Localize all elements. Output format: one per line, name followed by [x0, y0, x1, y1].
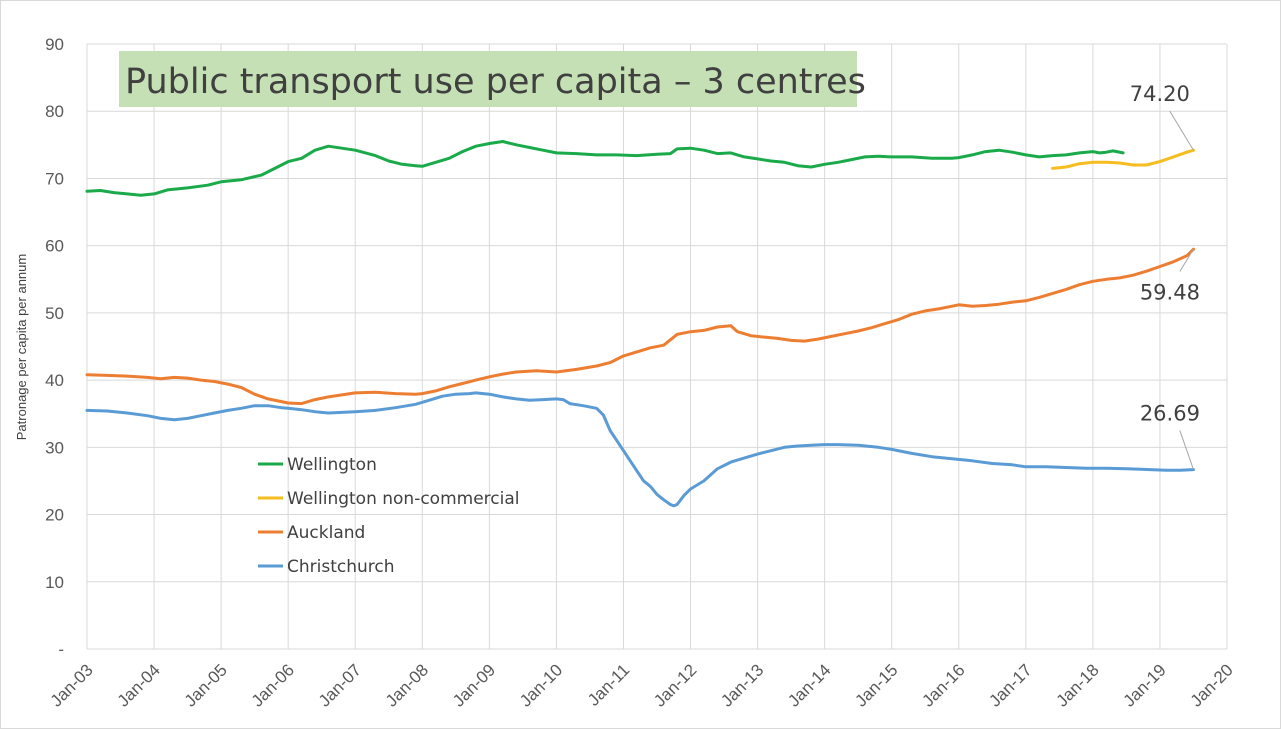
annotation-leader [1169, 110, 1194, 151]
y-tick-label: 30 [45, 438, 64, 457]
y-tick-label: 50 [45, 304, 64, 323]
legend: Wellington Wellington non-commercial Auckl… [258, 455, 520, 577]
annotation-leader [1179, 248, 1194, 272]
y-axis: - 10 20 30 40 50 60 70 80 90 [45, 35, 64, 659]
legend-label-wellington-non-commercial: Wellington non-commercial [287, 489, 520, 509]
series-line-christchurch [85, 391, 1195, 508]
chart-title: Public transport use per capita – 3 cent… [119, 51, 866, 107]
title-background [119, 51, 857, 107]
legend-label-auckland: Auckland [287, 523, 365, 543]
annotation-leader [1179, 430, 1194, 470]
legend-label-christchurch: Christchurch [287, 557, 395, 577]
series-line-wellington-non-commercial [1051, 148, 1195, 170]
title-text: Public transport use per capita – 3 cent… [125, 62, 866, 102]
series-line-wellington [85, 140, 1125, 197]
gridlines [86, 43, 1228, 650]
y-tick-label: 10 [45, 573, 64, 592]
y-axis-label: Patronage per capita per annum [14, 254, 29, 440]
series-line-auckland [85, 247, 1195, 406]
annotation-label: 59.48 [1140, 280, 1200, 304]
y-tick-label: 80 [45, 102, 64, 121]
y-tick-label: 60 [45, 237, 64, 256]
annotation-label: 26.69 [1140, 401, 1200, 425]
y-tick-label: 90 [45, 35, 64, 54]
y-tick-label: 20 [45, 506, 64, 525]
series-lines [85, 140, 1195, 508]
annotation-label: 74.20 [1130, 82, 1190, 106]
y-tick-label: 40 [45, 371, 64, 390]
annotations: 74.20 59.48 26.69 [1130, 82, 1200, 470]
y-tick-label: 70 [45, 169, 64, 188]
legend-label-wellington: Wellington [287, 455, 377, 475]
y-tick-label: - [58, 640, 64, 659]
